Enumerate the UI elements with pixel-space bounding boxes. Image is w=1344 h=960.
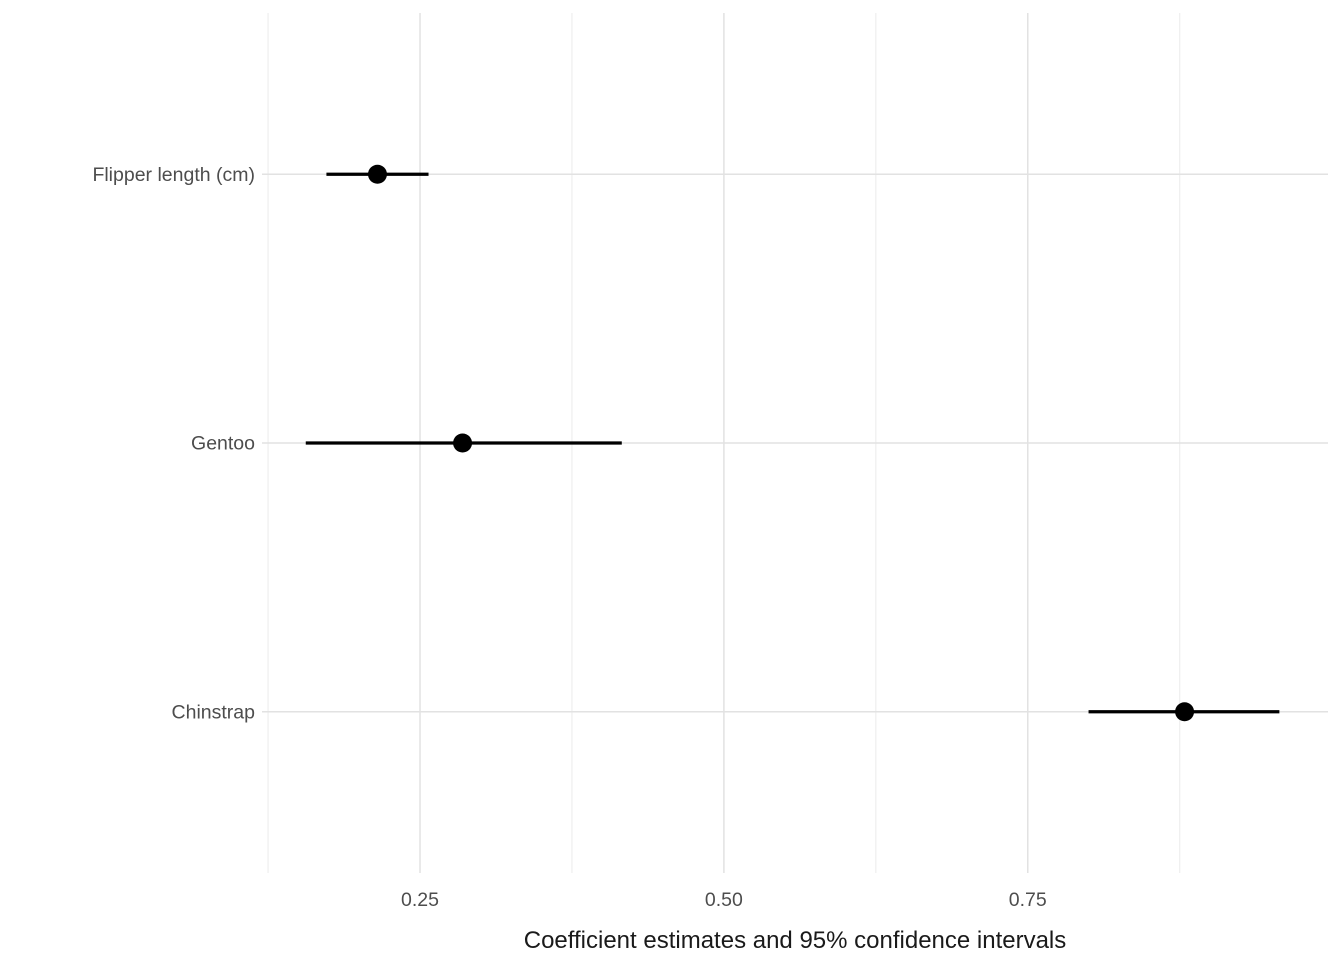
pointrange-layer [305, 164, 1280, 722]
y-category-label: Gentoo [191, 433, 255, 455]
estimate-point [367, 164, 387, 184]
estimate-point [453, 433, 473, 453]
y-category-label: Chinstrap [172, 701, 256, 723]
estimate-point [1175, 702, 1195, 722]
x-tick-label: 0.50 [705, 889, 743, 911]
x-tick-label: 0.75 [1009, 889, 1047, 911]
axis-labels-layer: Flipper length (cm) Gentoo Chinstrap 0.25 0.… [92, 164, 1046, 911]
x-tick-label: 0.25 [401, 889, 439, 911]
y-category-label: Flipper length (cm) [92, 164, 255, 186]
x-axis-title: Coefficient estimates and 95% confidence… [524, 927, 1067, 954]
